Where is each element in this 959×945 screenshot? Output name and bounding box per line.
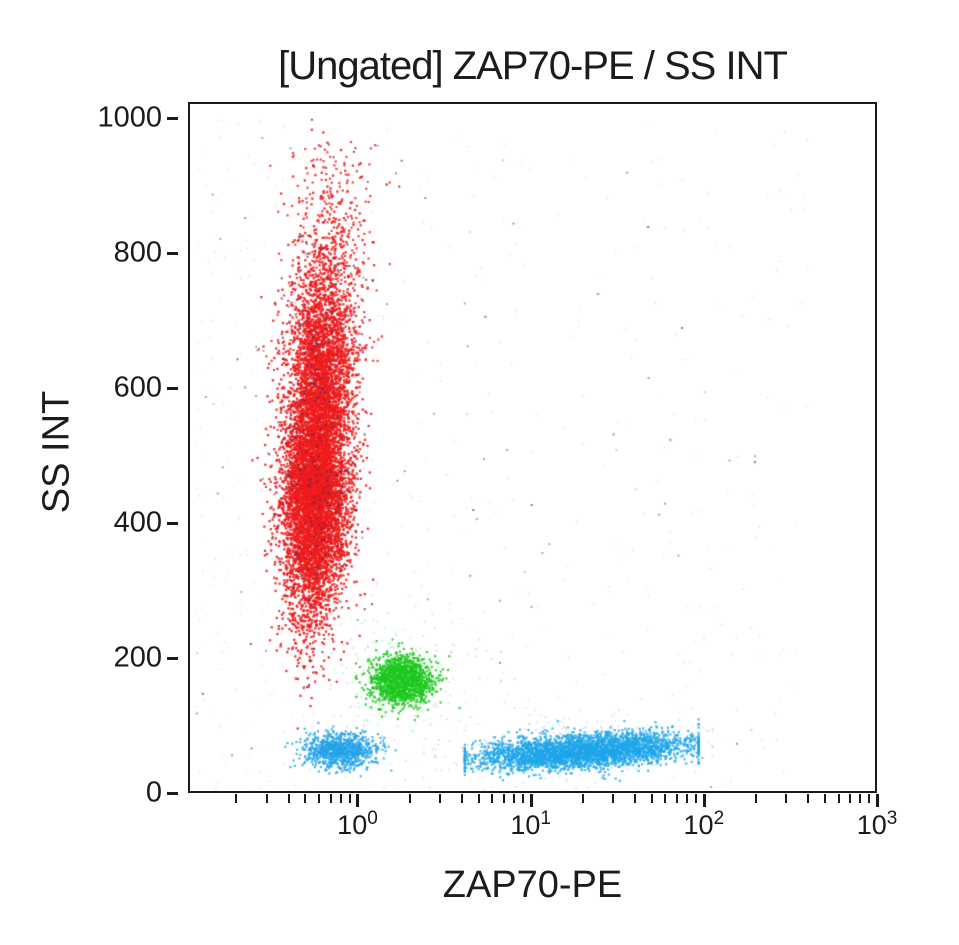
x-axis-label: ZAP70-PE <box>442 864 623 906</box>
